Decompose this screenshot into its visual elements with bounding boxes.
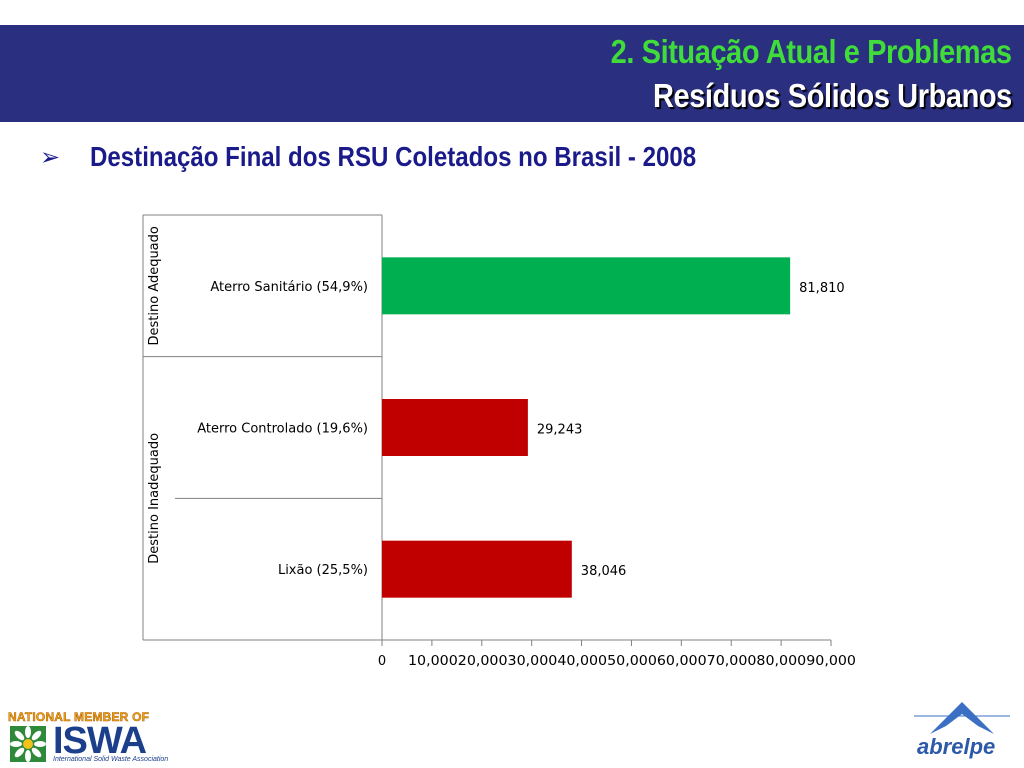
- slide-title-secondary: Resíduos Sólidos Urbanos: [653, 77, 1012, 114]
- iswa-wordmark: ISWA: [53, 720, 147, 762]
- bar-chart: 0 10,000 20,000 30,000 40,000 50,000 60,000 70,…: [142, 214, 856, 669]
- category-label: Aterro Controlado (19,6%): [197, 422, 368, 437]
- abrelpe-wordmark: abrelpe: [917, 734, 996, 759]
- iswa-subtitle: International Solid Waste Association: [53, 756, 169, 763]
- x-tick-label: 20,000: [458, 654, 508, 669]
- data-label: 81,810: [799, 281, 845, 296]
- chart-heading: Destinação Final dos RSU Coletados no Br…: [90, 141, 697, 172]
- x-tick-label: 50,000: [607, 654, 657, 669]
- x-tick-label: 0: [378, 654, 386, 669]
- iswa-member-label: NATIONAL MEMBER OF: [8, 710, 150, 725]
- x-tick-label: 60,000: [657, 654, 707, 669]
- slide-title: 2. Situação Atual e Problemas: [611, 33, 1012, 70]
- bar: [382, 399, 528, 456]
- group-label: Destino Adequado: [147, 226, 162, 345]
- daisy-icon: [10, 726, 46, 762]
- x-tick-label: 80,000: [756, 654, 806, 669]
- data-label: 38,046: [581, 564, 627, 579]
- x-tick-label: 10,000: [408, 654, 458, 669]
- abrelpe-mountain-icon: [914, 702, 1010, 734]
- top-strip: [0, 0, 1024, 25]
- slide-header: 2. Situação Atual e Problemas Resíduos S…: [0, 25, 1024, 122]
- x-tick-label: 40,000: [557, 654, 607, 669]
- arrow-bullet-icon: ➢: [40, 144, 61, 171]
- data-label: 29,243: [537, 423, 583, 438]
- x-tick-label: 90,000: [806, 654, 856, 669]
- iswa-logo: NATIONAL MEMBER OF ISWA International So…: [8, 710, 183, 765]
- bar: [382, 257, 791, 315]
- x-tick-label: 70,000: [707, 654, 757, 669]
- category-label: Lixão (25,5%): [278, 563, 368, 578]
- group-label: Destino Inadequado: [147, 433, 162, 564]
- category-label: Aterro Sanitário (54,9%): [210, 280, 368, 295]
- x-tick-label: 30,000: [508, 654, 558, 669]
- bar: [382, 540, 572, 598]
- abrelpe-logo: abrelpe: [912, 700, 1012, 760]
